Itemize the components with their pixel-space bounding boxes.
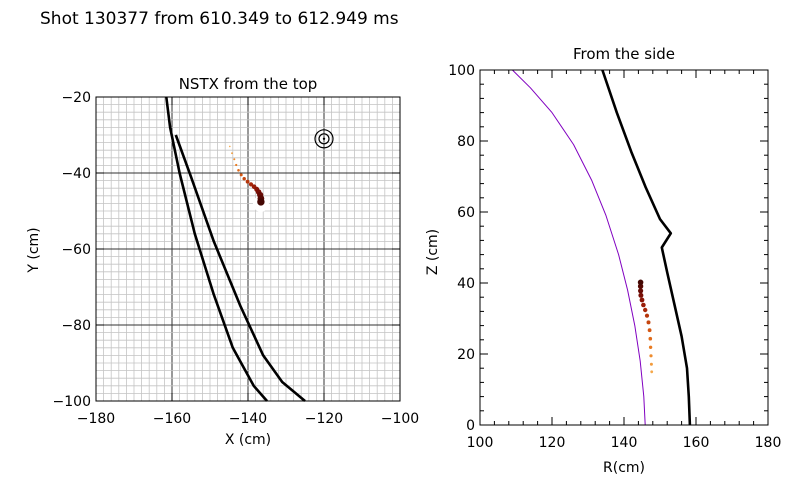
- y-tick-label: 80: [457, 134, 475, 150]
- side-view-frame: [479, 69, 769, 426]
- data-point: [649, 354, 653, 358]
- side-view-ticks: 100 120 140 160 180 0 20 40 60 80 100: [448, 63, 781, 451]
- data-point: [229, 145, 231, 148]
- y-tick-label: −80: [61, 318, 91, 334]
- y-tick-label: −100: [53, 394, 91, 410]
- data-point: [647, 328, 652, 333]
- x-tick-label: 140: [611, 435, 638, 451]
- side-view-title: From the side: [573, 45, 675, 63]
- data-point: [641, 302, 646, 308]
- line-wall-inner: [174, 134, 306, 402]
- data-point: [237, 169, 240, 172]
- data-point: [233, 158, 236, 161]
- data-point: [650, 370, 654, 374]
- line-wall: [601, 69, 692, 426]
- x-tick-label: 180: [755, 435, 782, 451]
- top-view-ylabel: Y (cm): [26, 227, 42, 273]
- top-view-lines: [165, 96, 306, 402]
- y-tick-label: 0: [466, 418, 475, 434]
- line-wall-outer: [165, 96, 268, 402]
- data-point: [646, 320, 651, 325]
- side-view-ylabel: Z (cm): [425, 229, 441, 275]
- target-ring-inner: [318, 133, 330, 145]
- top-view-xlabel: X (cm): [225, 432, 271, 448]
- side-view-points: [637, 279, 654, 374]
- figure-title: Shot 130377 from 610.349 to 612.949 ms: [40, 9, 399, 29]
- data-point: [648, 345, 653, 349]
- target-marker-icon: [314, 129, 334, 149]
- x-tick-label: 160: [683, 435, 710, 451]
- x-tick-label: −120: [305, 411, 343, 427]
- data-point: [637, 283, 644, 289]
- side-view-panel: From the side 100 120 140 160 18002040608010…: [425, 45, 781, 476]
- data-point: [231, 152, 233, 155]
- side-view-lines: [512, 69, 692, 426]
- top-view-panel: NSTX from the top −180 −160 −140 −120 −100−1…: [26, 75, 419, 448]
- data-point: [639, 297, 645, 303]
- data-point: [239, 173, 243, 177]
- data-point: [648, 336, 653, 341]
- data-point: [248, 182, 254, 187]
- x-tick-label: 120: [539, 435, 566, 451]
- data-point: [637, 279, 644, 286]
- data-point: [242, 177, 246, 181]
- y-tick-label: 20: [457, 347, 475, 363]
- top-view-ticks: −180 −160 −140 −120 −100 −100 −80 −60 −40 −20: [53, 90, 420, 427]
- top-view-title: NSTX from the top: [179, 75, 318, 93]
- x-tick-label: −160: [153, 411, 191, 427]
- x-tick-label: −100: [381, 411, 419, 427]
- x-tick-label: 100: [467, 435, 494, 451]
- side-view-xlabel: R(cm): [603, 460, 645, 476]
- y-tick-label: −60: [61, 242, 91, 258]
- y-tick-label: −40: [61, 166, 91, 182]
- x-tick-label: −140: [229, 411, 267, 427]
- data-point: [649, 362, 653, 366]
- y-tick-label: 100: [448, 63, 475, 79]
- data-point: [638, 292, 644, 298]
- target-ring-outer: [314, 129, 334, 149]
- y-tick-label: −20: [61, 90, 91, 106]
- x-tick-label: −180: [77, 411, 115, 427]
- data-point: [643, 307, 648, 313]
- top-view-grid: [95, 96, 401, 402]
- data-point: [644, 313, 650, 318]
- data-point: [638, 288, 644, 294]
- data-point: [257, 198, 265, 206]
- y-tick-label: 40: [457, 276, 475, 292]
- target-dot: [322, 137, 326, 140]
- line-separatrix: [512, 69, 646, 426]
- top-view-points: [229, 145, 269, 212]
- y-tick-label: 60: [457, 205, 475, 221]
- data-point: [245, 179, 250, 184]
- data-point: [235, 163, 238, 167]
